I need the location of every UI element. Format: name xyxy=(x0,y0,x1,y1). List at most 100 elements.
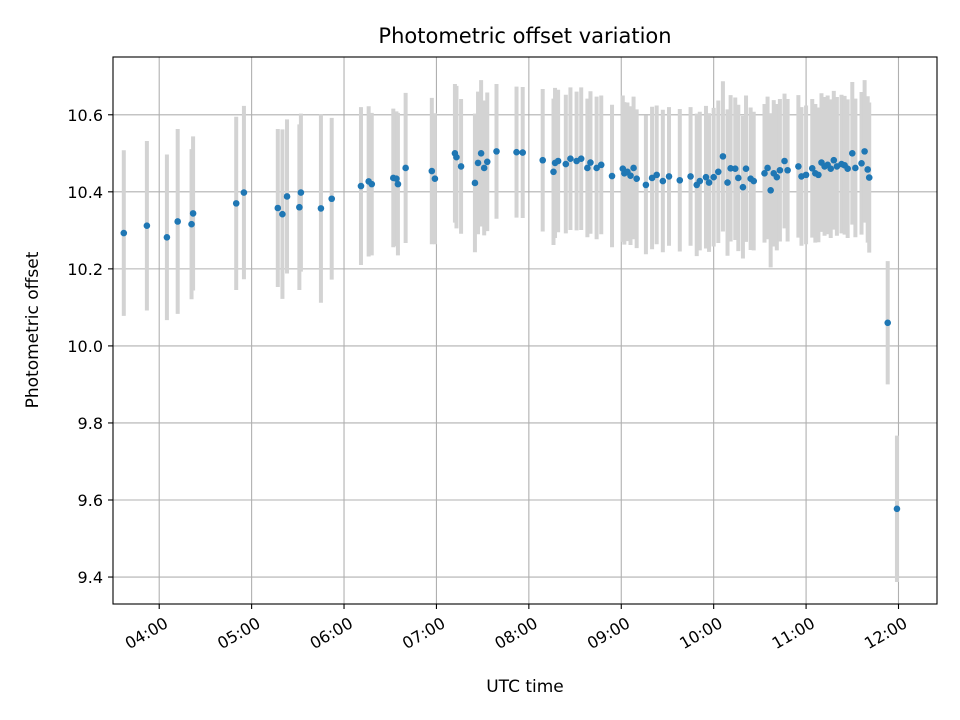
data-point xyxy=(471,179,479,187)
data-point xyxy=(795,163,802,170)
data-point xyxy=(587,159,594,166)
data-point xyxy=(480,164,488,172)
data-point xyxy=(884,319,892,327)
data-point xyxy=(453,153,460,161)
data-point xyxy=(584,164,591,172)
data-point xyxy=(784,166,791,174)
y-axis-ticks: 9.4 9.6 9.8 10.0 10.2 10.4 10.6 xyxy=(67,106,113,587)
data-point xyxy=(232,200,240,207)
data-point xyxy=(714,168,722,176)
data-point xyxy=(761,170,768,177)
data-point xyxy=(676,176,684,184)
grid-lines xyxy=(113,57,937,604)
data-point xyxy=(827,165,835,173)
data-point xyxy=(279,210,286,218)
data-point xyxy=(519,149,526,156)
y-tick-label: 10.6 xyxy=(67,106,103,125)
data-point xyxy=(865,174,873,181)
data-point xyxy=(776,166,784,174)
data-point xyxy=(562,160,570,168)
data-point xyxy=(864,166,871,173)
data-point xyxy=(630,164,637,172)
data-point xyxy=(852,164,859,172)
data-point xyxy=(577,155,585,162)
data-point xyxy=(731,165,739,173)
data-point xyxy=(394,180,402,188)
data-point xyxy=(357,182,365,190)
y-axis-label: Photometric offset xyxy=(23,251,43,408)
data-point xyxy=(550,168,557,176)
data-point xyxy=(893,505,901,513)
data-point xyxy=(240,189,248,196)
data-point xyxy=(642,181,650,189)
data-point xyxy=(474,159,482,167)
y-tick-label: 10.2 xyxy=(67,260,103,279)
data-point xyxy=(705,179,713,186)
data-point xyxy=(659,177,667,185)
data-point xyxy=(296,203,303,211)
plot-frame xyxy=(112,56,938,605)
data-point xyxy=(808,165,816,172)
data-point xyxy=(861,148,868,155)
data-point xyxy=(665,173,673,180)
data-point xyxy=(735,174,742,182)
chart-title: Photometric offset variation xyxy=(378,24,671,48)
data-point xyxy=(815,171,822,179)
data-point xyxy=(477,150,485,157)
data-point xyxy=(539,156,547,164)
data-point xyxy=(143,222,151,230)
data-point xyxy=(844,165,851,173)
data-point xyxy=(554,157,562,165)
data-point xyxy=(431,175,439,183)
data-point xyxy=(848,150,856,157)
data-point xyxy=(163,233,171,241)
data-point xyxy=(773,173,781,181)
data-point xyxy=(696,177,704,185)
y-tick-label: 9.8 xyxy=(78,414,103,433)
data-point xyxy=(719,153,727,160)
data-point xyxy=(174,218,181,225)
data-point xyxy=(608,172,616,180)
data-point xyxy=(328,195,336,203)
data-point xyxy=(767,186,774,194)
data-point xyxy=(402,164,409,172)
data-point xyxy=(493,148,500,155)
data-point xyxy=(368,180,376,188)
data-point xyxy=(317,205,325,212)
data-point xyxy=(653,171,660,179)
data-point xyxy=(781,157,788,165)
data-point xyxy=(633,175,640,183)
data-point xyxy=(764,164,771,172)
data-points xyxy=(120,148,901,513)
data-point xyxy=(297,189,305,196)
data-point xyxy=(597,161,605,169)
data-point xyxy=(710,173,717,181)
y-tick-label: 10.0 xyxy=(67,337,103,356)
y-tick-label: 9.4 xyxy=(78,568,103,587)
x-axis-label: UTC time xyxy=(486,677,564,697)
data-point xyxy=(830,156,838,164)
y-tick-label: 9.6 xyxy=(78,491,103,510)
data-point xyxy=(189,210,197,217)
y-tick-label: 10.4 xyxy=(67,183,103,202)
data-point xyxy=(457,163,465,170)
data-point xyxy=(702,173,710,181)
data-point xyxy=(687,173,694,180)
data-point xyxy=(742,165,750,173)
data-point xyxy=(513,148,520,156)
data-point xyxy=(739,183,747,191)
data-point xyxy=(724,179,731,186)
data-point xyxy=(188,220,195,228)
data-point xyxy=(627,172,634,179)
data-point xyxy=(393,175,400,183)
data-point xyxy=(858,160,865,167)
data-point xyxy=(750,177,758,185)
data-point xyxy=(283,193,291,200)
data-point xyxy=(483,158,491,166)
data-point xyxy=(120,229,128,237)
data-point xyxy=(274,204,282,212)
data-point xyxy=(567,155,574,162)
data-point xyxy=(428,167,436,175)
data-point xyxy=(802,171,810,179)
